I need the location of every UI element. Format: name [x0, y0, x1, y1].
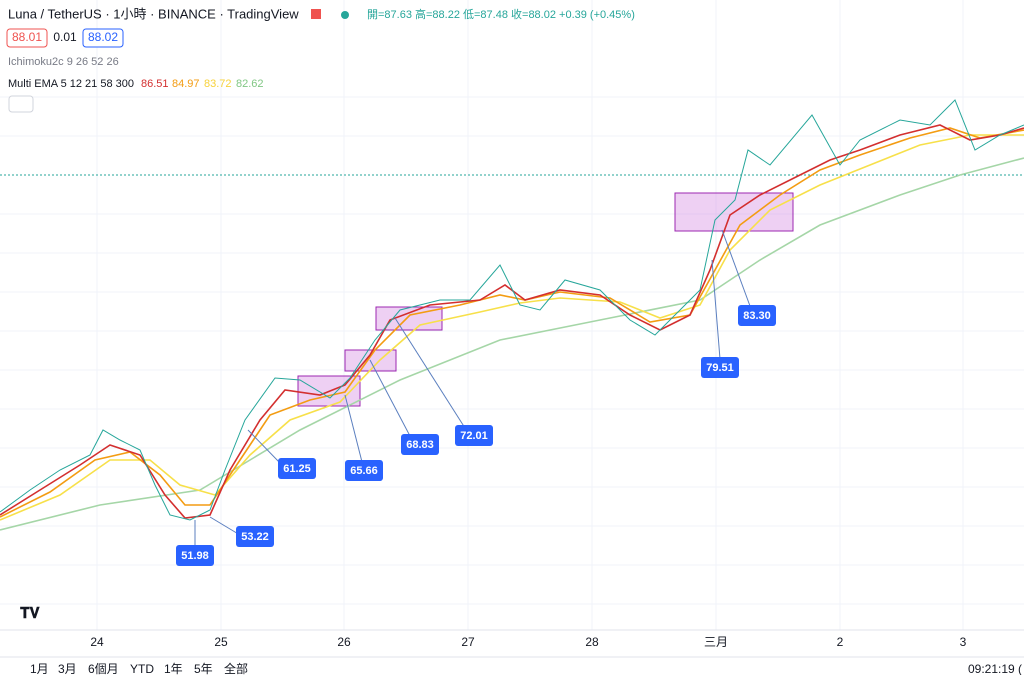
range-button[interactable]: 5年 [194, 662, 213, 675]
ema-value: 84.97 [172, 78, 200, 90]
x-label: 27 [461, 635, 475, 649]
range-button[interactable]: YTD [130, 662, 154, 675]
callout: 79.51 [706, 362, 734, 374]
ema-orange [0, 127, 1024, 518]
symbol: Luna / TetherUS · 1小時 · BINANCE · Tradin… [8, 6, 299, 21]
ema-yellow [0, 134, 1024, 521]
callout: 51.98 [181, 550, 209, 562]
range-button[interactable]: 全部 [224, 661, 248, 675]
ohlc: 開=87.63 高=88.22 低=87.48 收=88.02 +0.39 (+… [367, 7, 635, 21]
x-label: 3 [960, 635, 967, 649]
logo: 𝐓𝐕 [20, 605, 41, 622]
bid: 88.01 [12, 30, 42, 44]
x-label: 2 [837, 635, 844, 649]
callouts: 51.98 53.22 61.25 65.66 68.83 72.01 79.5… [176, 305, 776, 566]
ema-label: Multi EMA 5 12 21 58 300 [8, 78, 134, 90]
x-label: 24 [90, 635, 104, 649]
x-axis: 24 25 26 27 28 三月 2 3 [90, 635, 966, 649]
ema-red [0, 124, 1024, 519]
toolbar: 1月 3月 6個月 YTD 1年 5年 全部 09:21:19 ( [30, 661, 1022, 675]
callout: 83.30 [743, 310, 771, 322]
spread: 0.01 [53, 30, 77, 44]
ema-value: 86.51 [141, 78, 169, 90]
callout: 53.22 [241, 531, 269, 543]
range-button[interactable]: 3月 [58, 662, 77, 675]
clock: 09:21:19 ( [968, 662, 1022, 675]
x-label: 28 [585, 635, 599, 649]
range-button[interactable]: 6個月 [88, 662, 119, 675]
x-label: 26 [337, 635, 351, 649]
ema-value: 82.62 [236, 78, 264, 90]
callout-lines [194, 229, 751, 546]
grid [0, 0, 1024, 630]
range-button[interactable]: 1年 [164, 662, 183, 675]
callout: 65.66 [350, 465, 378, 477]
x-label: 三月 [704, 635, 728, 649]
callout: 68.83 [406, 439, 434, 451]
header: Luna / TetherUS · 1小時 · BINANCE · Tradin… [6, 6, 635, 113]
price [0, 99, 1024, 521]
range-button[interactable]: 1月 [30, 662, 49, 675]
x-label: 25 [214, 635, 228, 649]
ask: 88.02 [88, 30, 118, 44]
callout: 61.25 [283, 463, 311, 475]
ichimoku: Ichimoku2c 9 26 52 26 [8, 56, 119, 68]
callout: 72.01 [460, 430, 488, 442]
ema-value: 83.72 [204, 78, 232, 90]
